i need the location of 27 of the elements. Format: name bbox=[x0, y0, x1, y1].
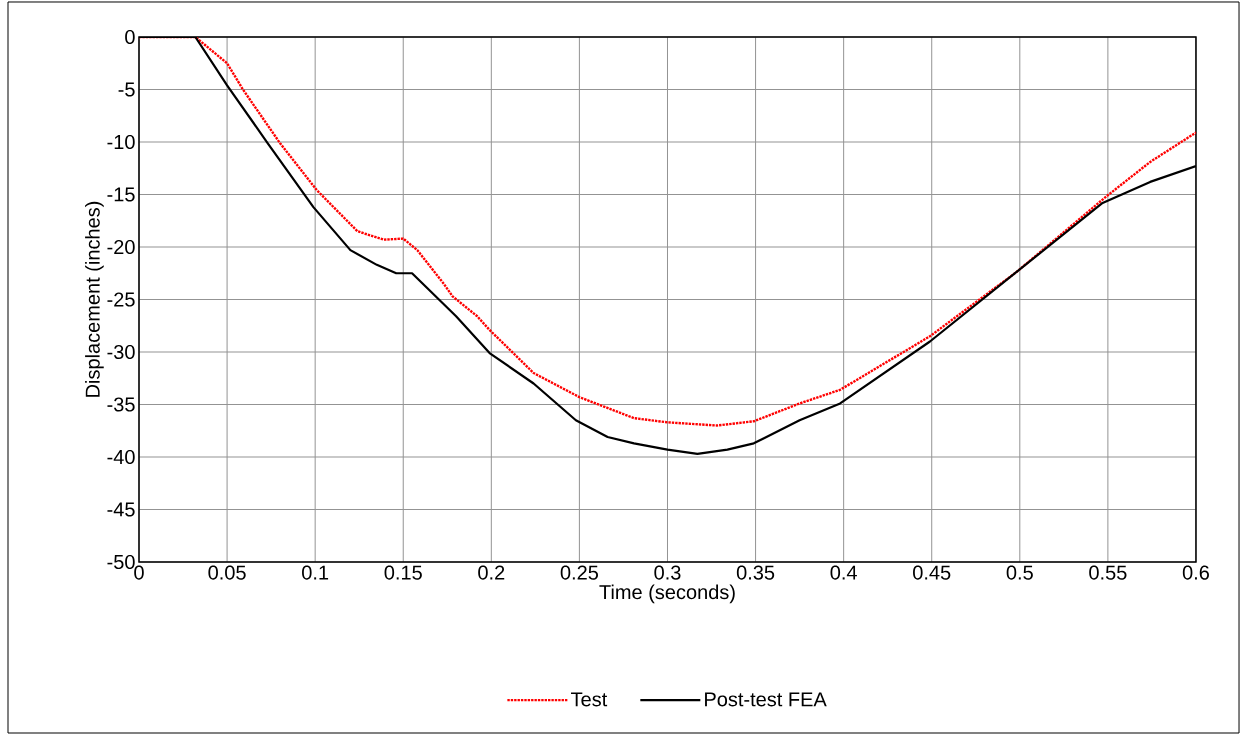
legend-label: Post-test FEA bbox=[705, 692, 827, 707]
x-axis-title: Time (seconds) bbox=[599, 584, 735, 604]
y-tick-label: 0 bbox=[125, 29, 135, 45]
x-tick-label: 0.05 bbox=[208, 565, 246, 580]
y-tick-label: -30 bbox=[107, 344, 135, 360]
y-tick-label: -10 bbox=[107, 134, 135, 150]
x-tick-label: 0.3 bbox=[654, 565, 681, 580]
x-tick-label: 0.35 bbox=[736, 565, 775, 580]
x-tick-label: 0.1 bbox=[302, 565, 329, 580]
x-tick-label: 0.5 bbox=[1006, 565, 1033, 580]
y-tick-label: -50 bbox=[107, 554, 135, 570]
y-tick-label: -45 bbox=[107, 502, 135, 517]
y-tick-label: -5 bbox=[118, 82, 135, 97]
x-tick-label: 0.45 bbox=[913, 565, 951, 580]
y-axis-title: Displacement (inches) bbox=[85, 201, 104, 397]
y-tick-label: -25 bbox=[107, 292, 135, 307]
y-tick-label: -35 bbox=[107, 397, 135, 412]
legend-label: Test bbox=[571, 692, 608, 707]
x-tick-label: 0.6 bbox=[1182, 565, 1209, 580]
y-tick-label: -20 bbox=[107, 239, 135, 255]
x-tick-label: 0.25 bbox=[560, 565, 599, 580]
x-tick-label: 0.2 bbox=[478, 565, 505, 580]
x-tick-label: 0.15 bbox=[384, 565, 422, 580]
x-tick-label: 0.55 bbox=[1089, 565, 1127, 580]
y-tick-label: -40 bbox=[107, 449, 135, 465]
x-tick-label: 0.4 bbox=[830, 565, 857, 580]
y-tick-label: -15 bbox=[107, 187, 135, 202]
